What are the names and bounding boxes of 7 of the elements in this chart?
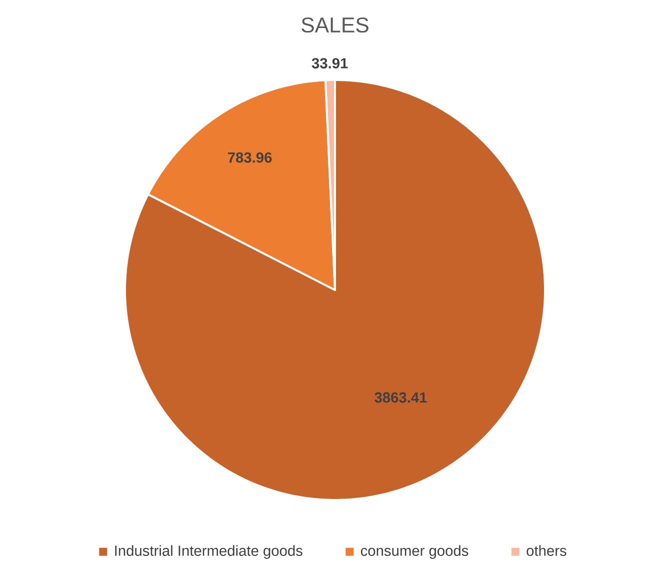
legend-label: consumer goods <box>360 545 468 559</box>
legend-label: others <box>526 545 566 556</box>
data-label: 3863.41 <box>374 392 427 403</box>
legend-label: Industrial Intermediate goods <box>115 545 302 559</box>
chart-title: SALES <box>302 17 368 33</box>
data-label: 783.96 <box>228 152 272 163</box>
data-label: 33.91 <box>312 58 348 68</box>
